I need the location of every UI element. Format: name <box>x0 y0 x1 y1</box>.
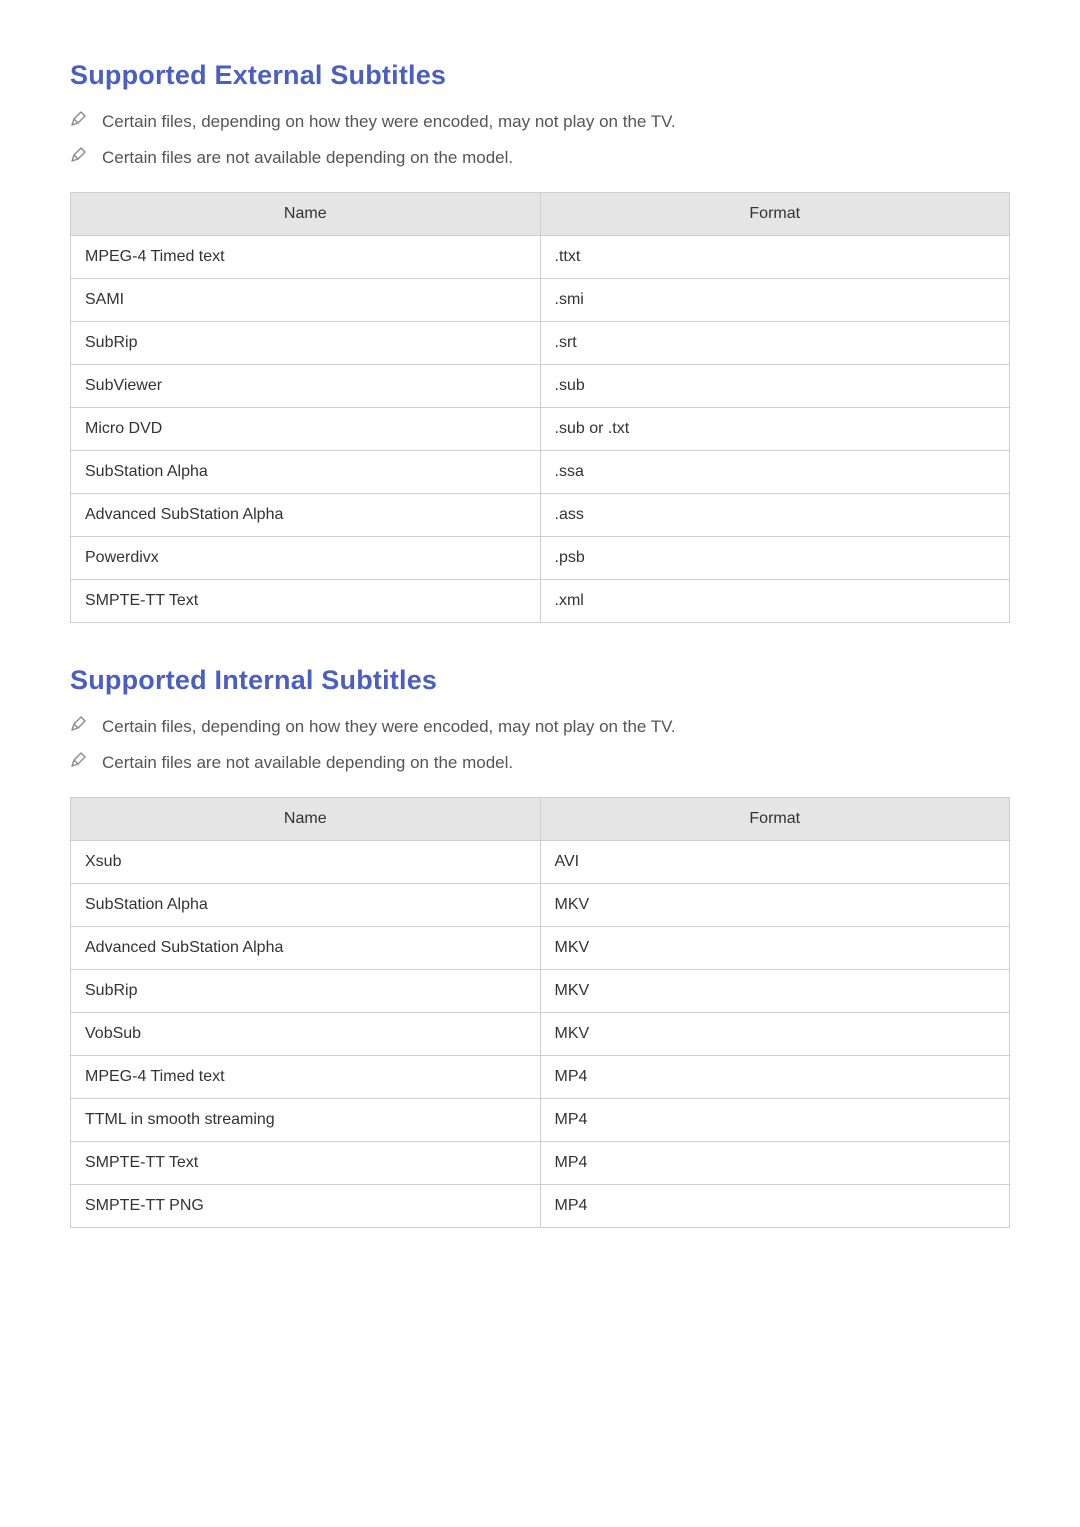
pencil-icon <box>70 147 86 163</box>
cell-name: Micro DVD <box>71 408 541 451</box>
cell-name: SubStation Alpha <box>71 451 541 494</box>
col-header-name: Name <box>71 798 541 841</box>
cell-name: Advanced SubStation Alpha <box>71 927 541 970</box>
note-item: Certain files are not available dependin… <box>70 750 1010 776</box>
cell-format: .srt <box>540 322 1010 365</box>
cell-name: SubRip <box>71 970 541 1013</box>
pencil-icon <box>70 716 86 732</box>
table-header-row: Name Format <box>71 798 1010 841</box>
note-item: Certain files are not available dependin… <box>70 145 1010 171</box>
cell-format: .ass <box>540 494 1010 537</box>
cell-format: MP4 <box>540 1142 1010 1185</box>
table-row: SubStation AlphaMKV <box>71 884 1010 927</box>
table-row: MPEG-4 Timed text.ttxt <box>71 236 1010 279</box>
cell-format: .ttxt <box>540 236 1010 279</box>
note-text: Certain files, depending on how they wer… <box>102 714 676 740</box>
cell-name: Advanced SubStation Alpha <box>71 494 541 537</box>
cell-name: SubRip <box>71 322 541 365</box>
cell-format: .sub or .txt <box>540 408 1010 451</box>
cell-format: .smi <box>540 279 1010 322</box>
note-text: Certain files, depending on how they wer… <box>102 109 676 135</box>
section-external-subtitles: Supported External Subtitles Certain fil… <box>70 60 1010 623</box>
cell-name: Powerdivx <box>71 537 541 580</box>
table-row: SMPTE-TT TextMP4 <box>71 1142 1010 1185</box>
document-page: Supported External Subtitles Certain fil… <box>0 0 1080 1527</box>
table-row: SubStation Alpha.ssa <box>71 451 1010 494</box>
cell-format: MP4 <box>540 1099 1010 1142</box>
cell-format: AVI <box>540 841 1010 884</box>
external-subtitles-table: Name Format MPEG-4 Timed text.ttxt SAMI.… <box>70 192 1010 623</box>
table-row: MPEG-4 Timed textMP4 <box>71 1056 1010 1099</box>
cell-format: .psb <box>540 537 1010 580</box>
col-header-format: Format <box>540 193 1010 236</box>
cell-format: MKV <box>540 1013 1010 1056</box>
section-title: Supported Internal Subtitles <box>70 665 1010 696</box>
cell-format: MKV <box>540 970 1010 1013</box>
cell-name: SAMI <box>71 279 541 322</box>
cell-name: SMPTE-TT Text <box>71 580 541 623</box>
note-list: Certain files, depending on how they wer… <box>70 714 1010 775</box>
cell-format: MKV <box>540 927 1010 970</box>
cell-name: Xsub <box>71 841 541 884</box>
cell-name: MPEG-4 Timed text <box>71 236 541 279</box>
note-item: Certain files, depending on how they wer… <box>70 714 1010 740</box>
cell-name: TTML in smooth streaming <box>71 1099 541 1142</box>
cell-name: MPEG-4 Timed text <box>71 1056 541 1099</box>
cell-name: VobSub <box>71 1013 541 1056</box>
cell-name: SMPTE-TT Text <box>71 1142 541 1185</box>
internal-subtitles-table: Name Format XsubAVI SubStation AlphaMKV … <box>70 797 1010 1228</box>
pencil-icon <box>70 111 86 127</box>
note-text: Certain files are not available dependin… <box>102 750 513 776</box>
cell-name: SubStation Alpha <box>71 884 541 927</box>
section-title: Supported External Subtitles <box>70 60 1010 91</box>
cell-name: SMPTE-TT PNG <box>71 1185 541 1228</box>
table-row: VobSubMKV <box>71 1013 1010 1056</box>
note-list: Certain files, depending on how they wer… <box>70 109 1010 170</box>
table-row: SubRipMKV <box>71 970 1010 1013</box>
cell-format: MP4 <box>540 1185 1010 1228</box>
note-item: Certain files, depending on how they wer… <box>70 109 1010 135</box>
table-row: SAMI.smi <box>71 279 1010 322</box>
table-row: SMPTE-TT PNGMP4 <box>71 1185 1010 1228</box>
table-row: Advanced SubStation AlphaMKV <box>71 927 1010 970</box>
cell-name: SubViewer <box>71 365 541 408</box>
table-row: Advanced SubStation Alpha.ass <box>71 494 1010 537</box>
note-text: Certain files are not available dependin… <box>102 145 513 171</box>
cell-format: MKV <box>540 884 1010 927</box>
table-row: SMPTE-TT Text.xml <box>71 580 1010 623</box>
col-header-format: Format <box>540 798 1010 841</box>
cell-format: .ssa <box>540 451 1010 494</box>
table-row: Micro DVD.sub or .txt <box>71 408 1010 451</box>
pencil-icon <box>70 752 86 768</box>
table-row: TTML in smooth streamingMP4 <box>71 1099 1010 1142</box>
cell-format: MP4 <box>540 1056 1010 1099</box>
table-row: SubViewer.sub <box>71 365 1010 408</box>
cell-format: .xml <box>540 580 1010 623</box>
section-internal-subtitles: Supported Internal Subtitles Certain fil… <box>70 665 1010 1228</box>
col-header-name: Name <box>71 193 541 236</box>
table-row: XsubAVI <box>71 841 1010 884</box>
table-row: Powerdivx.psb <box>71 537 1010 580</box>
table-header-row: Name Format <box>71 193 1010 236</box>
cell-format: .sub <box>540 365 1010 408</box>
table-row: SubRip.srt <box>71 322 1010 365</box>
